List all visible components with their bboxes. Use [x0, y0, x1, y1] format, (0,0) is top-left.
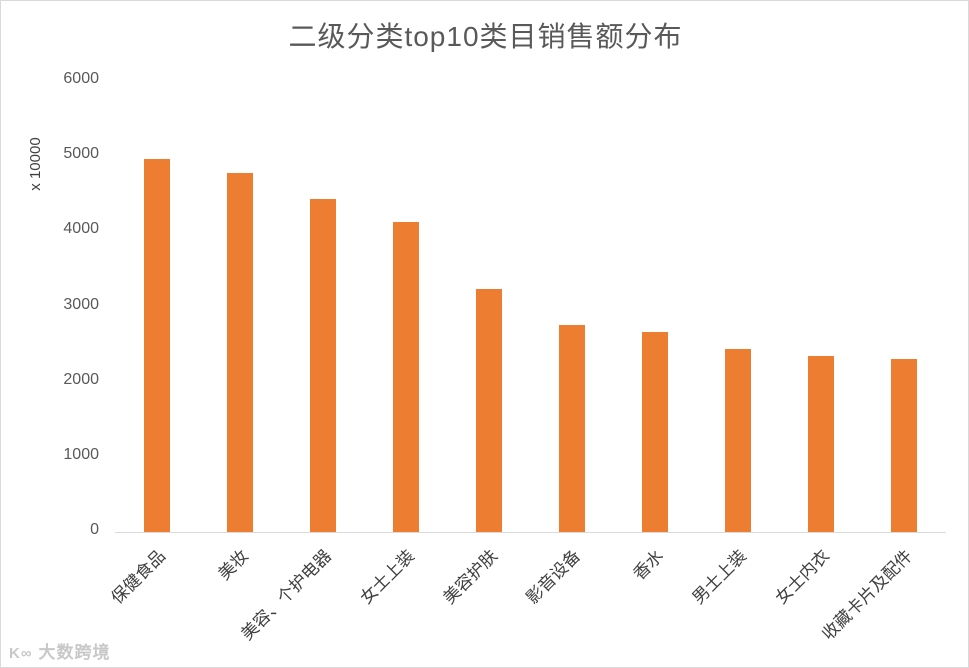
x-tick-label: 影音设备 [522, 546, 585, 608]
x-tick-label: 女士内衣 [771, 546, 834, 608]
bar [891, 359, 918, 532]
bar [143, 159, 170, 532]
x-tick-label: 男士上装 [688, 546, 751, 608]
y-tick-label: 4000 [63, 220, 99, 238]
x-tick-label: 美妆 [214, 546, 252, 584]
y-tick-label: 1000 [63, 445, 99, 463]
bar [475, 289, 502, 532]
bar [559, 324, 586, 532]
x-tick-label: 保健食品 [107, 546, 169, 608]
y-tick-label: 2000 [63, 370, 99, 388]
y-tick-label: 0 [90, 521, 99, 538]
x-tick-label: 女士上装 [356, 546, 418, 608]
x-axis-line [115, 532, 946, 533]
bar [392, 221, 419, 532]
bar [725, 348, 752, 532]
y-axis-label: x 10000 [27, 137, 44, 191]
chart-title: 二级分类top10类目销售额分布 [288, 21, 683, 52]
y-tick-label: 5000 [63, 145, 99, 163]
bar [808, 356, 835, 532]
watermark-logo-icon: K∞ [9, 645, 33, 662]
bar [642, 332, 669, 532]
x-tick-label: 美容护肤 [439, 546, 502, 608]
y-tick-label: 6000 [63, 70, 99, 87]
watermark-text: 大数跨境 [38, 643, 111, 662]
watermark: K∞ 大数跨境 [9, 638, 111, 663]
y-tick-label: 3000 [63, 295, 99, 313]
x-tick-label: 香水 [629, 546, 668, 584]
bar [226, 173, 253, 532]
bar [309, 199, 336, 532]
